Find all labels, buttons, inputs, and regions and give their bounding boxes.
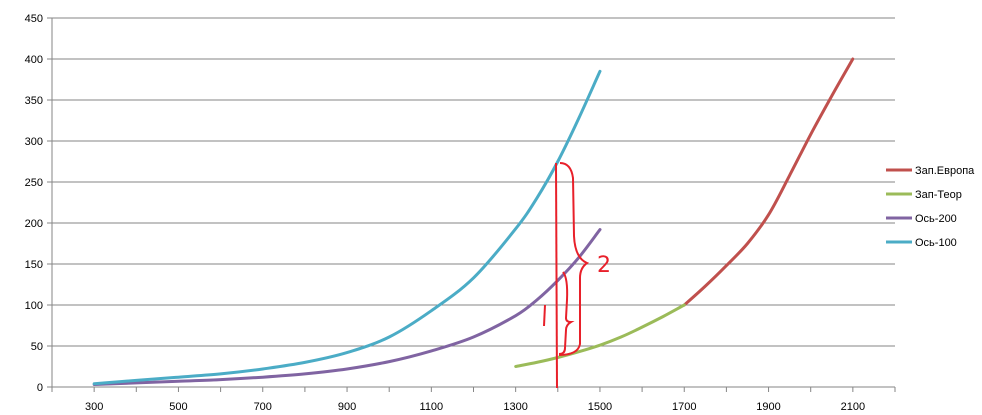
handwritten-annotation: 2 1 (543, 162, 611, 389)
y-tick-label: 0 (37, 382, 43, 394)
annotation-digit-1-stroke (543, 304, 546, 327)
x-tick-label: 500 (169, 401, 187, 413)
grid-lines (47, 17, 895, 388)
legend-label-4: Ось-100 (915, 237, 957, 249)
series-3-line (92, 228, 602, 386)
annotation-bracket-1 (558, 271, 575, 355)
x-tick-label: 1100 (420, 401, 444, 413)
y-tick-label: 350 (25, 95, 43, 107)
series-4-line (92, 69, 602, 386)
y-tick-label: 300 (25, 136, 43, 148)
legend-label-2: Зап-Теор (915, 189, 962, 201)
y-tick-label: 50 (31, 341, 43, 353)
y-tick-label: 200 (25, 218, 43, 230)
annotation-vertical-line (555, 162, 558, 389)
y-tick-label: 150 (25, 259, 43, 271)
y-tick-label: 250 (25, 177, 43, 189)
axes (51, 18, 896, 392)
x-tick-label: 1700 (672, 401, 696, 413)
x-tick-label: 900 (338, 401, 356, 413)
y-tick-label: 400 (25, 54, 43, 66)
x-tick-label: 1300 (503, 401, 527, 413)
legend-label-3: Ось-200 (915, 213, 957, 225)
y-tick-label: 450 (25, 13, 43, 25)
y-axis-tick-labels: 0 50 100 150 200 250 300 350 400 450 (25, 13, 43, 394)
x-tick-label: 700 (254, 401, 272, 413)
series-1-line (682, 57, 855, 307)
x-axis-tick-labels: 300 500 700 900 1100 1300 1500 1700 1900 2100 (85, 401, 865, 413)
annotation-bracket-2 (558, 162, 590, 356)
x-tick-label: 1500 (588, 401, 612, 413)
legend-label-1: Зап.Европа (915, 165, 975, 177)
annotation-label-2: 2 (597, 253, 611, 278)
legend: Зап.Европа Зап-Теор Ось-200 Ось-100 (886, 165, 975, 249)
x-tick-label: 1900 (756, 401, 780, 413)
series-lines (92, 57, 855, 386)
series-2-line (514, 303, 686, 368)
x-tick-label: 2100 (841, 401, 865, 413)
x-tick-label: 300 (85, 401, 103, 413)
y-tick-label: 100 (25, 300, 43, 312)
